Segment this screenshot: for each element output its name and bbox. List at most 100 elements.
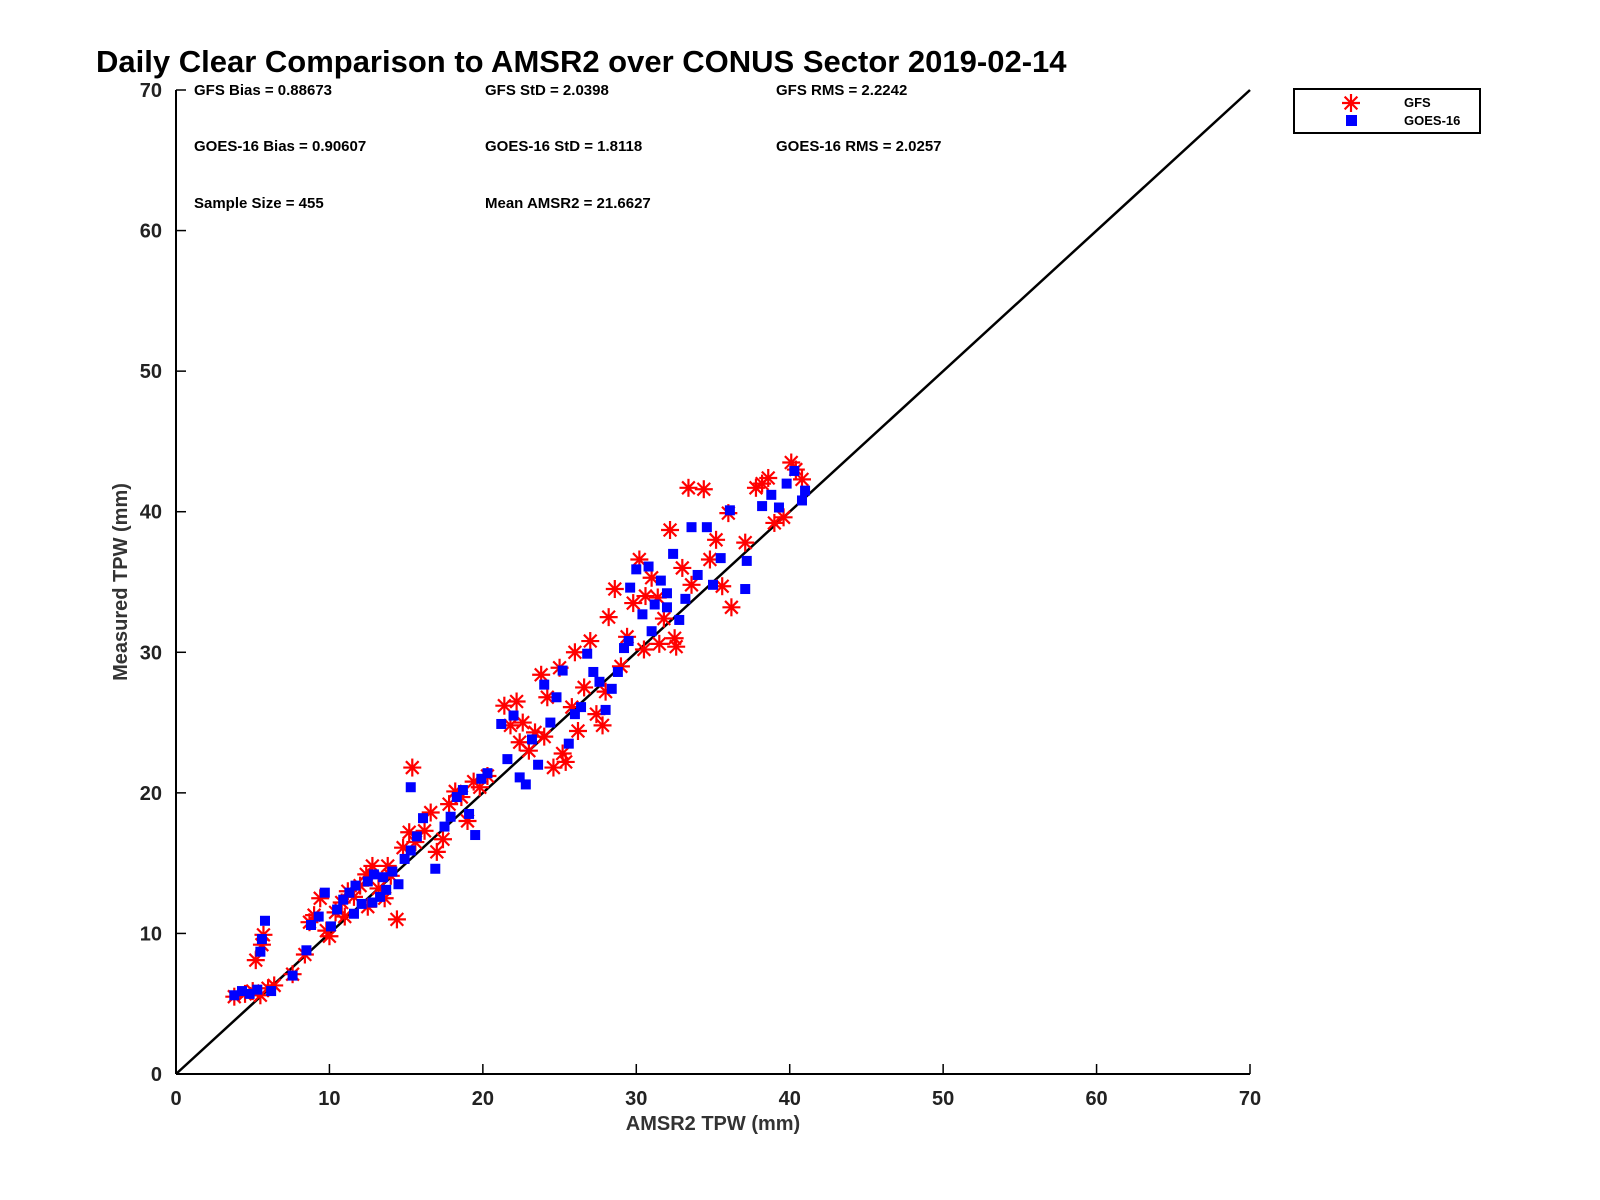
goes-rms-text: GOES-16 RMS = 2.0257: [776, 138, 942, 155]
goes-16-point: [649, 599, 660, 610]
goes-16-point: [266, 986, 277, 997]
goes-16-point: [569, 709, 580, 720]
goes-16-point: [800, 485, 811, 496]
legend-goes-label: GOES-16: [1404, 113, 1460, 128]
y-ticks: 0 10 20 30 40 50 60 70: [140, 80, 186, 1086]
goes-16-point: [646, 626, 657, 637]
goes-16-point: [367, 897, 378, 908]
goes-16-point: [470, 830, 481, 841]
goes-16-point: [399, 853, 410, 864]
goes-16-point: [502, 754, 513, 765]
gfs-point: [661, 520, 680, 539]
gfs-point: [736, 533, 755, 552]
goes-16-point: [348, 908, 359, 919]
goes-16-point: [405, 845, 416, 856]
goes-16-point: [686, 522, 697, 533]
goes-16-point: [362, 876, 373, 887]
goes-16-point: [796, 495, 807, 506]
goes-16-point: [533, 759, 544, 770]
goes-16-point: [539, 679, 550, 690]
goes-16-point: [680, 593, 691, 604]
goes-16-point: [368, 869, 379, 880]
y-tick-label: 50: [140, 361, 162, 383]
goes-16-point: [619, 643, 630, 654]
goes-16-point: [757, 501, 768, 512]
goes-16-point: [781, 478, 792, 489]
goes-16-point: [252, 984, 263, 995]
goes-16-point: [301, 945, 312, 956]
x-tick-label: 70: [1239, 1088, 1261, 1110]
goes-16-point: [259, 915, 270, 926]
goes-16-point: [551, 692, 562, 703]
y-axis-label: Measured TPW (mm): [110, 483, 132, 681]
goes-16-point: [563, 738, 574, 749]
x-tick-label: 0: [170, 1088, 181, 1110]
goes-16-point: [588, 666, 599, 677]
legend-box: [1293, 88, 1481, 134]
goes-16-point: [451, 792, 462, 803]
goes-16-point: [766, 489, 777, 500]
gfs-point: [665, 629, 684, 648]
gfs-point: [510, 733, 529, 752]
chart-title: Daily Clear Comparison to AMSR2 over CON…: [96, 44, 1067, 79]
goes-16-point: [514, 772, 525, 783]
goes-16-point: [606, 683, 617, 694]
x-axis-label: AMSR2 TPW (mm): [626, 1113, 800, 1135]
gfs-point: [507, 692, 526, 711]
goes-16-point: [661, 602, 672, 613]
goes-16-point: [508, 710, 519, 721]
goes-16-point: [338, 894, 349, 905]
goes-16-point: [674, 614, 685, 625]
gfs-point: [519, 741, 538, 760]
gfs-point: [581, 632, 600, 651]
goes-16-point: [344, 887, 355, 898]
gfs-point: [532, 665, 551, 684]
goes-16-point: [356, 898, 367, 909]
goes-16-point: [476, 773, 487, 784]
goes-16-point: [306, 919, 317, 930]
goes-16-point: [576, 702, 587, 713]
y-tick-label: 0: [151, 1064, 162, 1086]
goes-16-point: [430, 863, 441, 874]
goes-16-point: [789, 465, 800, 476]
y-tick-label: 10: [140, 923, 162, 945]
goes-16-point: [655, 575, 666, 586]
y-tick-label: 20: [140, 783, 162, 805]
gfs-point: [650, 634, 669, 653]
goes-16-point: [381, 884, 392, 895]
goes-16-point: [526, 734, 537, 745]
goes-16-point: [692, 569, 703, 580]
goes-16-point: [600, 704, 611, 715]
goes-16-point: [255, 946, 266, 957]
plot-frame: [175, 90, 1250, 1075]
gfs-std-text: GFS StD = 2.0398: [485, 82, 609, 99]
goes-16-point: [319, 887, 330, 898]
goes-16-point: [612, 666, 623, 677]
gfs-bias-text: GFS Bias = 0.88673: [194, 82, 332, 99]
gfs-point: [605, 580, 624, 599]
gfs-point: [679, 478, 698, 497]
goes-16-point: [457, 785, 468, 796]
legend-goes-square-icon: [1346, 115, 1357, 126]
goes-16-point: [520, 779, 531, 790]
x-tick-label: 30: [625, 1088, 647, 1110]
y-tick-label: 40: [140, 502, 162, 524]
x-tick-label: 40: [779, 1088, 801, 1110]
goes-16-point: [724, 505, 735, 516]
goes-16-point: [740, 584, 751, 595]
goes-16-point: [418, 813, 429, 824]
goes-16-point: [350, 880, 361, 891]
x-ticks: 0 10 20 30 40 50 60 70: [170, 1064, 1261, 1110]
gfs-point: [565, 643, 584, 662]
gfs-point: [599, 608, 618, 627]
gfs-point: [694, 480, 713, 499]
goes-16-point: [439, 821, 450, 832]
goes-16-point: [625, 582, 636, 593]
goes-16-point: [545, 717, 556, 728]
goes-16-point: [708, 579, 718, 590]
goes-16-point: [445, 811, 456, 822]
gfs-point: [634, 640, 653, 659]
gfs-point: [682, 575, 701, 594]
goes-16-points: [229, 465, 811, 1001]
mean-amsr2-text: Mean AMSR2 = 21.6627: [485, 195, 651, 212]
